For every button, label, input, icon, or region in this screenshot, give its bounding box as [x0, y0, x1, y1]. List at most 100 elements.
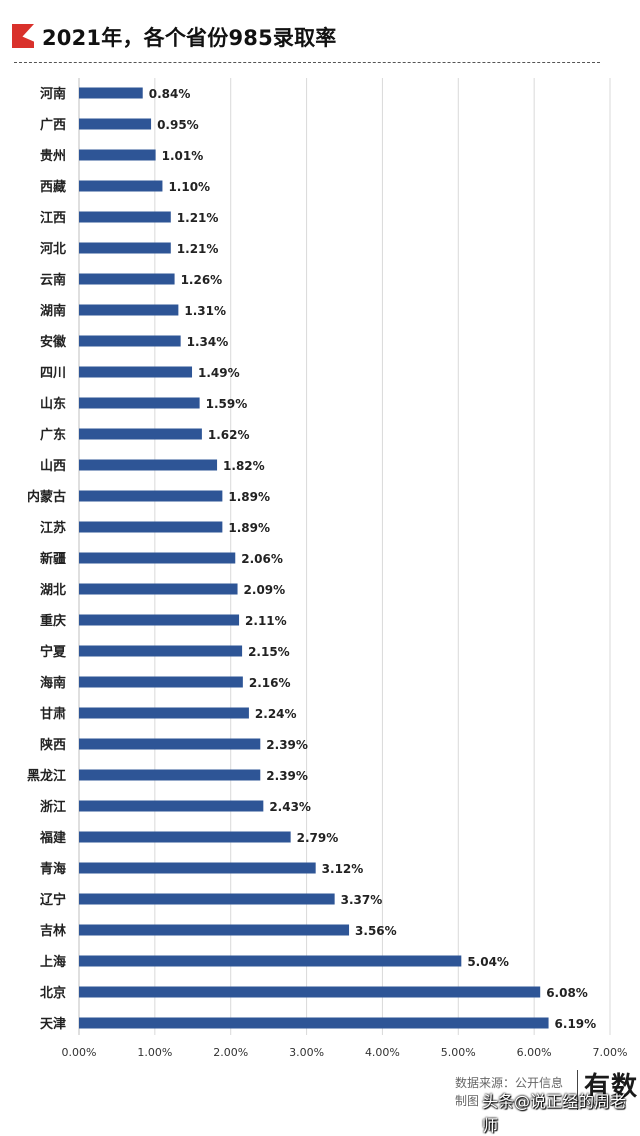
category-label: 北京	[40, 985, 66, 1001]
value-label: 5.04%	[467, 955, 509, 969]
value-label: 2.79%	[297, 831, 339, 845]
category-label: 辽宁	[40, 892, 66, 908]
x-tick-label: 4.00%	[365, 1046, 400, 1059]
brand-divider	[577, 1070, 578, 1110]
value-label: 3.56%	[355, 924, 397, 938]
bar	[79, 304, 179, 316]
bar	[79, 986, 541, 998]
value-label: 1.89%	[228, 490, 270, 504]
bar	[79, 273, 175, 285]
category-label: 海南	[40, 675, 66, 691]
bar	[79, 490, 223, 502]
bar	[79, 335, 181, 347]
category-label: 浙江	[40, 799, 66, 815]
category-label: 河北	[40, 241, 66, 257]
value-label: 6.19%	[555, 1017, 597, 1031]
bars	[79, 87, 549, 1029]
bar	[79, 769, 261, 781]
data-source: 数据来源：公开信息	[455, 1076, 564, 1090]
category-label: 云南	[40, 272, 66, 288]
category-label: 广西	[40, 117, 66, 133]
x-tick-label: 5.00%	[441, 1046, 476, 1059]
bar	[79, 831, 291, 843]
value-label: 2.09%	[244, 583, 286, 597]
value-label: 0.95%	[157, 118, 199, 132]
bar	[79, 924, 350, 936]
category-label: 陕西	[40, 737, 66, 753]
bar	[79, 180, 163, 192]
bar	[79, 397, 200, 409]
category-label: 福建	[39, 830, 66, 846]
made-by-label: 制图	[455, 1094, 480, 1108]
bar	[79, 862, 316, 874]
value-label: 3.37%	[341, 893, 383, 907]
bar	[79, 893, 335, 905]
value-label: 3.12%	[322, 862, 364, 876]
value-label: 1.62%	[208, 428, 250, 442]
category-label: 湖北	[40, 583, 66, 598]
category-label: 宁夏	[40, 644, 67, 660]
bar	[79, 645, 243, 657]
category-label: 重庆	[40, 613, 66, 629]
x-tick-label: 6.00%	[517, 1046, 552, 1059]
value-label: 2.11%	[245, 614, 287, 628]
bar	[79, 366, 193, 378]
bar	[79, 118, 152, 130]
category-label: 青海	[40, 861, 66, 877]
category-label: 广东	[40, 427, 66, 443]
category-label: 江苏	[40, 520, 66, 536]
value-label: 1.10%	[168, 180, 210, 194]
x-tick-label: 3.00%	[289, 1046, 324, 1059]
bar	[79, 614, 240, 626]
chart-title: 2021年，各个省份985录取率	[42, 26, 337, 50]
value-label: 2.06%	[241, 552, 283, 566]
value-label: 1.82%	[223, 459, 265, 473]
bar	[79, 583, 238, 595]
category-label: 四川	[40, 366, 66, 381]
value-label: 2.16%	[249, 676, 291, 690]
bar	[79, 87, 143, 99]
x-tick-labels: 0.00% 1.00% 2.00% 3.00% 4.00% 5.00% 6.00% 7.00%	[62, 1046, 628, 1059]
category-label: 吉林	[40, 923, 66, 939]
value-label: 6.08%	[546, 986, 588, 1000]
x-tick-label: 7.00%	[593, 1046, 628, 1059]
bar	[79, 738, 261, 750]
bar	[79, 459, 218, 471]
bar	[79, 428, 202, 440]
value-label: 2.24%	[255, 707, 297, 721]
category-label: 贵州	[40, 148, 66, 164]
title-marker-icon	[12, 24, 34, 48]
category-labels: 河南广西贵州西藏江西河北云南湖南安徽四川山东广东山西内蒙古江苏新疆湖北重庆宁夏海…	[27, 86, 67, 1032]
value-label: 2.39%	[266, 738, 308, 752]
value-label: 1.01%	[162, 149, 204, 163]
bar	[79, 552, 236, 564]
bar	[79, 211, 171, 223]
category-label: 山东	[40, 396, 66, 412]
value-label: 2.39%	[266, 769, 308, 783]
bar	[79, 800, 264, 812]
value-label: 1.21%	[177, 242, 219, 256]
category-label: 西藏	[40, 179, 66, 195]
bar	[79, 676, 243, 688]
value-label: 1.89%	[228, 521, 270, 535]
category-label: 黑龙江	[27, 768, 66, 784]
value-label: 1.26%	[181, 273, 223, 287]
value-label: 1.21%	[177, 211, 219, 225]
value-label: 1.31%	[184, 304, 226, 318]
bar	[79, 1017, 549, 1029]
x-tick-label: 0.00%	[62, 1046, 97, 1059]
bar	[79, 242, 171, 254]
category-label: 安徽	[40, 334, 67, 350]
brand-logo: 有数	[584, 1072, 639, 1102]
value-label: 2.43%	[269, 800, 311, 814]
bar	[79, 149, 156, 161]
category-label: 天津	[40, 1016, 66, 1032]
value-label: 2.15%	[248, 645, 290, 659]
value-label: 0.84%	[149, 87, 191, 101]
watermark: 头条@说正经的周老师	[482, 1092, 627, 1135]
value-label: 1.59%	[206, 397, 248, 411]
bar	[79, 521, 223, 533]
category-label: 江西	[40, 210, 66, 226]
category-label: 山西	[40, 458, 66, 474]
